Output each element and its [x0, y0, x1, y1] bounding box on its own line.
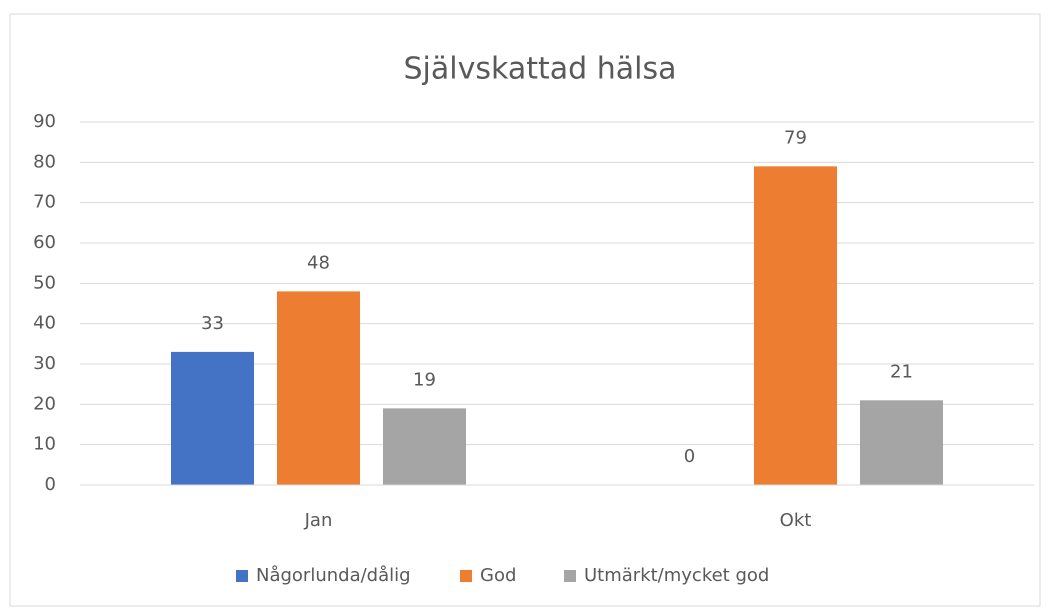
y-tick-label: 30 — [33, 353, 56, 374]
data-label: 79 — [784, 127, 807, 148]
y-tick-label: 80 — [33, 151, 56, 172]
legend-swatch — [236, 570, 248, 582]
y-tick-label: 50 — [33, 272, 56, 293]
data-label: 21 — [890, 361, 913, 382]
y-tick-label: 10 — [33, 434, 56, 455]
bar — [171, 351, 254, 485]
x-tick-label: Jan — [304, 510, 333, 531]
data-label: 0 — [684, 446, 695, 467]
bar — [860, 400, 943, 485]
legend-label: Utmärkt/mycket god — [584, 565, 769, 586]
chart-title: Självskattad hälsa — [404, 52, 677, 87]
bar — [383, 408, 466, 485]
y-tick-label: 0 — [45, 474, 56, 495]
bar — [754, 166, 837, 485]
data-label: 48 — [307, 252, 330, 273]
data-label: 19 — [413, 369, 436, 390]
y-tick-label: 70 — [33, 192, 56, 213]
legend-label: Någorlunda/dålig — [256, 565, 411, 586]
bar — [277, 291, 360, 485]
y-tick-label: 40 — [33, 313, 56, 334]
x-tick-label: Okt — [780, 510, 812, 531]
legend-swatch — [564, 570, 576, 582]
chart-border — [9, 13, 1041, 607]
data-label: 33 — [201, 313, 224, 334]
y-tick-label: 90 — [33, 111, 56, 132]
y-tick-label: 60 — [33, 232, 56, 253]
legend-label: God — [480, 565, 516, 586]
legend-swatch — [460, 570, 472, 582]
y-tick-label: 20 — [33, 393, 56, 414]
